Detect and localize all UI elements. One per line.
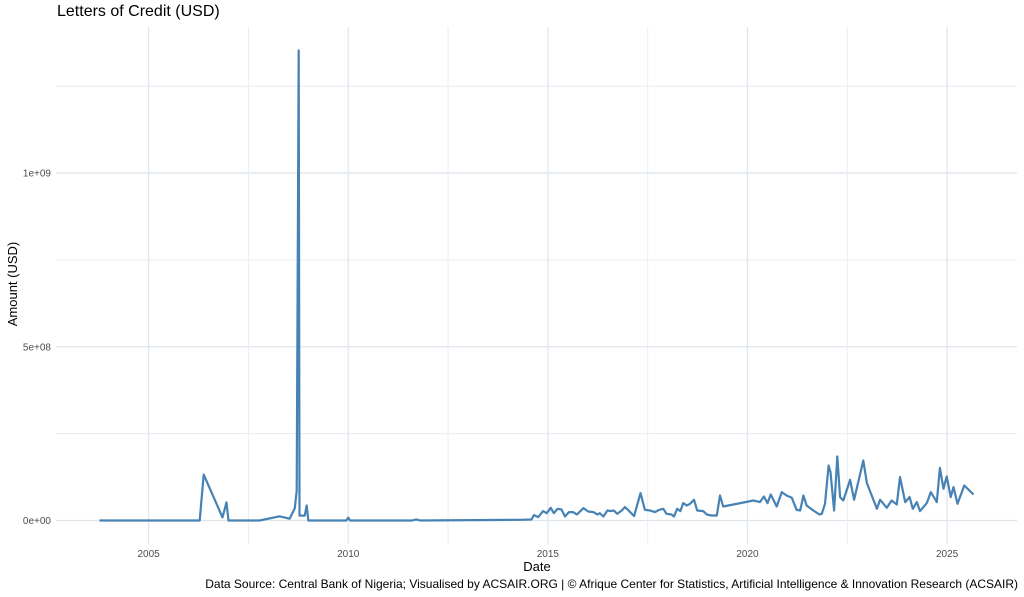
x-axis-ticks: 2005 2010 2015 2020 2025 xyxy=(138,549,959,560)
gridlines xyxy=(56,27,1017,544)
y-axis-ticks: 0e+00 5e+08 1e+09 xyxy=(23,169,52,527)
y-tick-label: 5e+08 xyxy=(23,342,52,353)
x-tick-label: 2020 xyxy=(736,549,759,560)
series-line xyxy=(99,49,975,522)
y-tick-label: 0e+00 xyxy=(23,516,52,527)
y-axis-label: Amount (USD) xyxy=(5,242,20,327)
chart-title: Letters of Credit (USD) xyxy=(57,3,220,20)
x-tick-label: 2005 xyxy=(138,549,161,560)
x-tick-label: 2025 xyxy=(936,549,959,560)
y-tick-label: 1e+09 xyxy=(23,169,52,180)
data-source-caption: Data Source: Central Bank of Nigeria; Vi… xyxy=(205,577,1018,591)
x-tick-label: 2015 xyxy=(537,549,560,560)
x-tick-label: 2010 xyxy=(337,549,360,560)
x-axis-label: Date xyxy=(523,559,550,574)
